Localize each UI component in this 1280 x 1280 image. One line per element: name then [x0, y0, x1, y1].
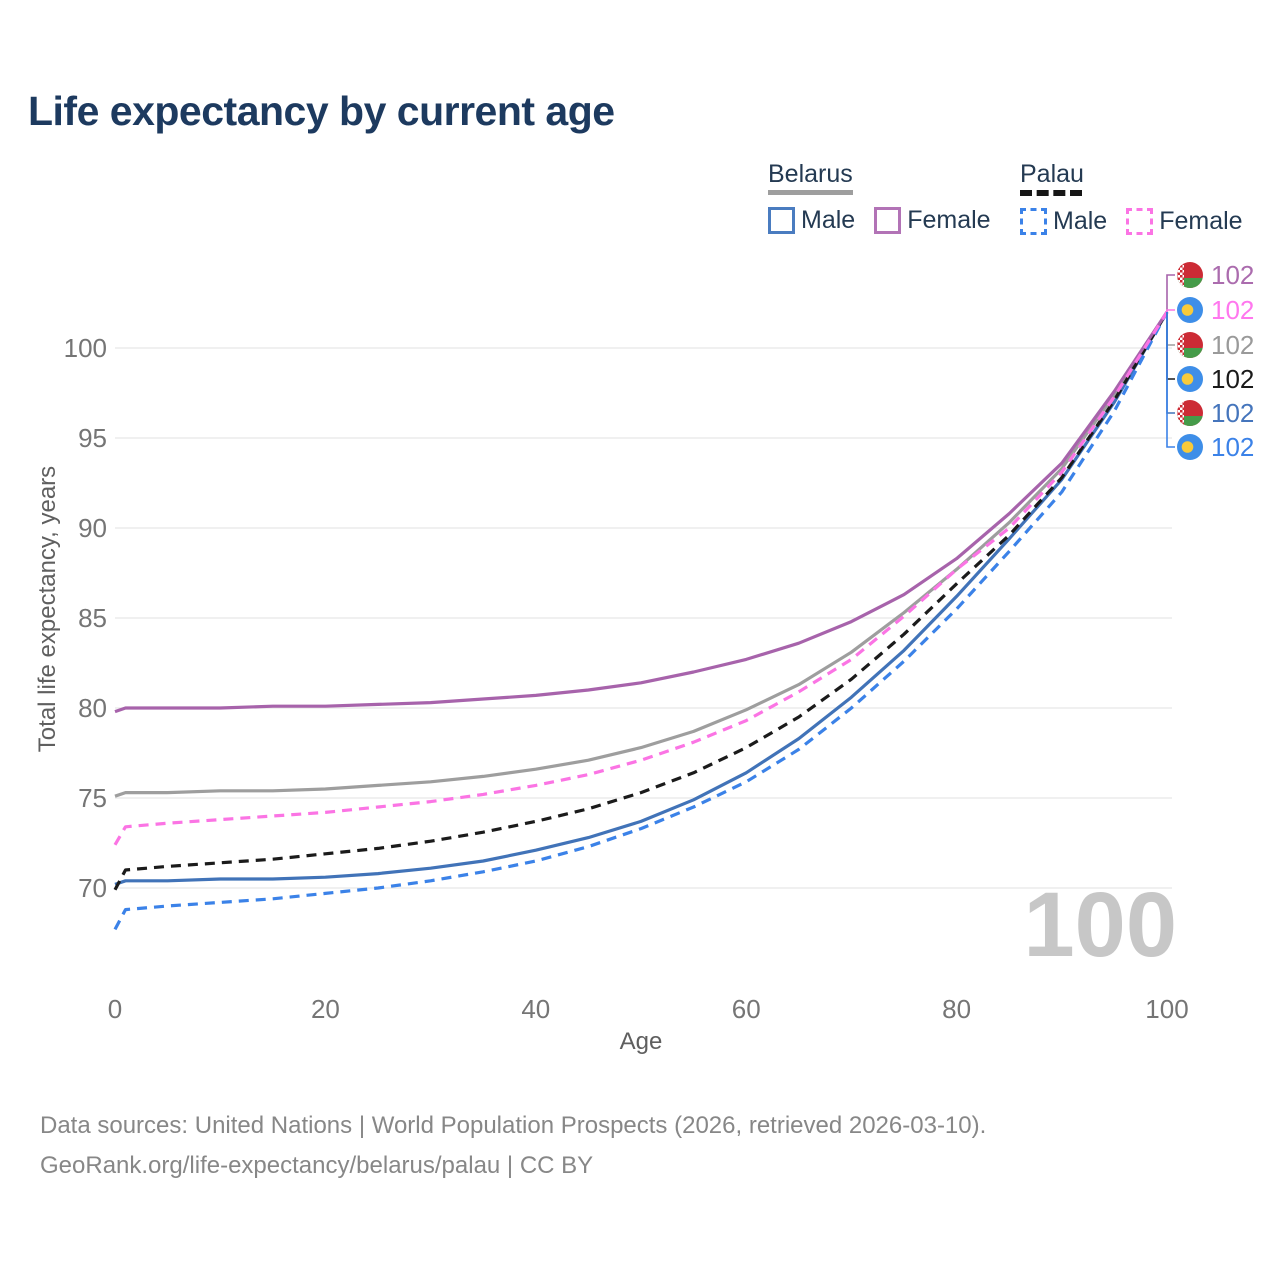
footer-data-sources: Data sources: United Nations | World Pop…: [40, 1112, 987, 1139]
legend-item-belarus-male[interactable]: Male: [768, 206, 855, 235]
palau-female-swatch-icon: [1126, 208, 1154, 235]
end-label-leader: [1166, 312, 1175, 448]
legend-item-palau-female[interactable]: Female: [1126, 207, 1243, 236]
belarus-female-swatch-icon: [874, 207, 902, 234]
y-tick-80: 80: [78, 693, 107, 723]
x-tick-100: 100: [1145, 994, 1188, 1024]
end-value-label: 102: [1211, 398, 1254, 428]
age-counter-watermark: 100: [1024, 874, 1178, 976]
end-label-leader: [1166, 312, 1175, 346]
end-label-leader: [1166, 309, 1175, 312]
legend-item-label: Male: [801, 206, 856, 234]
legend-item-label: Female: [1159, 207, 1243, 235]
legend-header-belarus[interactable]: Belarus: [768, 161, 991, 195]
end-value-label: 102: [1211, 364, 1254, 394]
palau-flag-icon: [1177, 434, 1203, 460]
series-line-belarus-both-sexes: [114, 311, 1169, 798]
x-tick-80: 80: [942, 994, 971, 1024]
end-value-label: 102: [1211, 432, 1254, 462]
legend-group-belarus: Belarus Male Female: [768, 161, 991, 235]
y-tick-70: 70: [78, 873, 107, 903]
palau-male-swatch-icon: [1020, 208, 1047, 235]
footer: Data sources: United Nations | World Pop…: [40, 1106, 986, 1186]
belarus-solid-line-swatch: [768, 190, 853, 195]
belarus-flag-icon: [1177, 400, 1203, 426]
belarus-flag-icon: [1177, 262, 1203, 288]
x-axis-title: Age: [619, 1028, 663, 1055]
legend-header-palau[interactable]: Palau: [1020, 161, 1243, 196]
belarus-flag-icon: [1177, 332, 1203, 358]
page-title: Life expectancy by current age: [28, 88, 615, 134]
y-tick-90: 90: [78, 513, 107, 543]
palau-flag-icon: [1177, 366, 1203, 392]
series-line-palau-both-sexes: [113, 311, 1169, 891]
end-label-leader: [1166, 274, 1175, 312]
belarus-male-swatch-icon: [768, 207, 795, 234]
x-tick-20: 20: [311, 994, 340, 1024]
y-tick-95: 95: [78, 423, 107, 453]
palau-flag-icon: [1177, 297, 1203, 323]
legend-item-palau-male[interactable]: Male: [1020, 207, 1107, 236]
end-label-leader: [1166, 312, 1175, 414]
legend-item-label: Female: [907, 206, 991, 234]
series-line-palau-female: [113, 311, 1169, 846]
x-tick-60: 60: [732, 994, 761, 1024]
end-value-label: 102: [1211, 260, 1254, 290]
footer-attribution: GeoRank.org/life-expectancy/belarus/pala…: [40, 1152, 594, 1179]
legend-group-palau: Palau Male Female: [1020, 161, 1243, 236]
series-line-belarus-male: [114, 311, 1169, 886]
series-line-palau-male: [113, 311, 1169, 931]
y-tick-75: 75: [78, 783, 107, 813]
end-value-label: 102: [1211, 295, 1254, 325]
legend-country-label-belarus: Belarus: [768, 160, 853, 188]
y-tick-100: 100: [64, 333, 107, 363]
series-line-belarus-female: [114, 311, 1169, 714]
y-tick-85: 85: [78, 603, 107, 633]
y-axis-title: Total life expectancy, years: [34, 465, 61, 753]
legend-item-belarus-female[interactable]: Female: [874, 206, 991, 235]
x-tick-40: 40: [521, 994, 550, 1024]
legend-item-label: Male: [1053, 207, 1108, 235]
end-value-label: 102: [1211, 330, 1254, 360]
x-tick-0: 0: [108, 994, 122, 1024]
palau-dashed-line-swatch: [1020, 190, 1082, 196]
legend-country-label-palau: Palau: [1020, 160, 1084, 188]
